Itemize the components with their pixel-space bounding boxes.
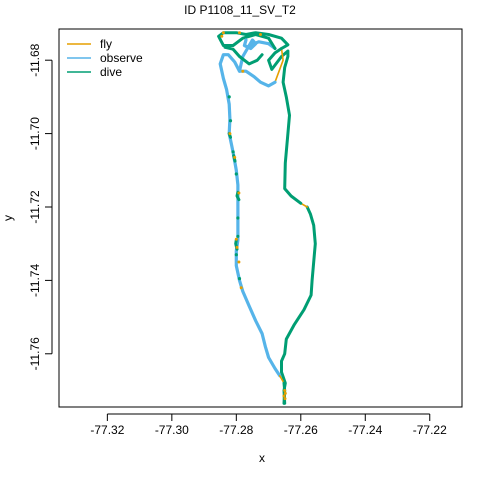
fly-point-7 — [237, 191, 241, 195]
fly-point-10 — [237, 260, 241, 264]
dive-point-4 — [236, 216, 240, 220]
x-tick-label-0: -77.32 — [90, 423, 124, 437]
x-tick-label-3: -77.26 — [284, 423, 318, 437]
dive-point-6 — [234, 253, 238, 257]
axes: -77.32 -77.30 -77.28 -77.26 -77.24 -77.22 -11.… — [28, 43, 447, 437]
fly-point-9 — [235, 245, 239, 249]
fly-point-2 — [238, 31, 241, 35]
chart-title: ID P1108_11_SV_T2 — [184, 3, 296, 17]
track-segment-observe-9 — [242, 38, 258, 51]
dive-point-2 — [231, 150, 235, 154]
fly-point-0 — [220, 34, 224, 38]
fly-point-12 — [283, 389, 287, 392]
legend-label-fly: fly — [100, 37, 112, 51]
track-segment-fly-3 — [274, 47, 284, 83]
fly-point-5 — [228, 132, 232, 136]
fly-point-13 — [283, 391, 287, 395]
fly-point-3 — [259, 33, 262, 36]
dive-point-0 — [227, 95, 231, 99]
dive-point-1 — [228, 119, 233, 123]
dive-point-3 — [234, 172, 238, 176]
y-tick-label-2: -11.72 — [28, 190, 42, 223]
x-axis-label: x — [259, 451, 265, 465]
fly-point-6 — [233, 155, 237, 159]
legend-label-observe: observe — [100, 51, 143, 65]
dive-point-5 — [236, 234, 240, 238]
x-tick-label-4: -77.24 — [348, 423, 382, 437]
y-axis-label: y — [1, 215, 15, 221]
y-tick-label-0: -11.68 — [28, 43, 42, 76]
fly-point-15 — [283, 397, 287, 401]
track-segment-dive-10 — [223, 45, 264, 66]
plot-area — [217, 31, 317, 405]
dive-point-7 — [237, 277, 242, 281]
y-tick-label-1: -11.70 — [28, 117, 42, 150]
y-tick-label-4: -11.76 — [28, 337, 42, 370]
fly-point-11 — [239, 286, 243, 290]
track-segment-dive-2 — [267, 47, 303, 205]
fly-point-1 — [221, 31, 225, 35]
fly-point-4 — [241, 69, 245, 73]
y-tick-label-3: -11.74 — [28, 264, 42, 297]
plot-frame — [58, 28, 463, 408]
x-tick-label-2: -77.28 — [219, 423, 253, 437]
legend-label-dive: dive — [100, 65, 122, 79]
x-tick-label-1: -77.30 — [155, 423, 189, 437]
fly-point-14 — [282, 394, 286, 398]
track-segment-dive-0 — [280, 205, 317, 405]
x-tick-label-5: -77.22 — [413, 423, 447, 437]
fly-point-8 — [234, 237, 238, 241]
